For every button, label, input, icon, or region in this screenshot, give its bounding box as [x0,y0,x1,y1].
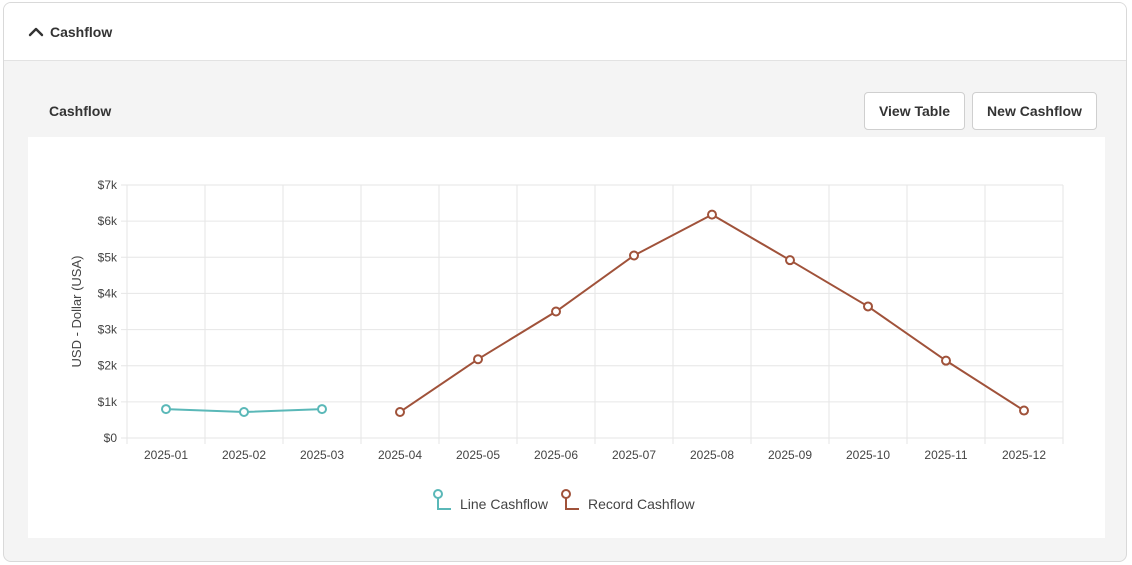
legend-swatch-point [433,489,443,499]
y-tick-label: $4k [98,286,118,300]
x-tick-label: 2025-11 [924,448,967,462]
y-axis-label: USD - Dollar (USA) [69,256,84,368]
x-tick-label: 2025-10 [846,448,890,462]
legend-swatch-point [561,489,571,499]
data-point [551,306,561,317]
y-tick-label: $6k [98,214,118,228]
x-tick-label: 2025-05 [456,448,500,462]
data-point [863,301,873,312]
data-point [629,250,639,261]
legend-label: Line Cashflow [460,496,549,512]
x-tick-label: 2025-12 [1002,448,1046,462]
cashflow-chart: $0 $1k $2k $3k $4k $5k $6k $7k 2025-01 2025-02 202… [28,137,1105,538]
panel-title: Cashflow [50,23,113,40]
legend-swatch-line [565,498,579,510]
legend-item: Line Cashflow [433,489,549,512]
y-tick-label: $3k [98,323,118,337]
view-table-button[interactable]: View Table [864,92,965,130]
y-tick-label: $1k [98,395,118,409]
x-tick-label: 2025-09 [768,448,812,462]
data-point [161,404,171,415]
chart-svg: $0 $1k $2k $3k $4k $5k $6k $7k 2025-01 2025-02 202… [69,178,1064,512]
series-line [399,213,1025,413]
chevron-up-icon[interactable] [27,23,45,41]
x-tick-label: 2025-06 [534,448,578,462]
panel-header-toggle[interactable]: Cashflow [4,3,1126,61]
x-tick-label: 2025-04 [378,448,422,462]
x-tick-label: 2025-01 [144,448,188,462]
x-tick-label: 2025-02 [222,448,266,462]
data-point [707,209,717,220]
new-cashflow-button[interactable]: New Cashflow [972,92,1097,130]
legend-item: Record Cashflow [561,489,695,512]
cashflow-panel: Cashflow Cashflow View Table New Cashflo… [3,2,1127,562]
data-point [785,255,795,266]
y-tick-label: $0 [104,431,118,445]
data-point [395,406,405,417]
data-point [239,406,249,417]
data-point [317,404,327,415]
data-point [473,354,483,365]
data-point [941,355,951,366]
y-tick-label: $2k [98,359,118,373]
legend-swatch-line [437,498,451,510]
chart-section-title: Cashflow [49,103,112,119]
y-tick-label: $7k [98,178,118,192]
x-tick-label: 2025-08 [690,448,734,462]
legend-label: Record Cashflow [588,496,695,512]
x-tick-label: 2025-07 [612,448,656,462]
x-tick-label: 2025-03 [300,448,344,462]
data-point [1019,405,1029,416]
y-tick-label: $5k [98,250,118,264]
